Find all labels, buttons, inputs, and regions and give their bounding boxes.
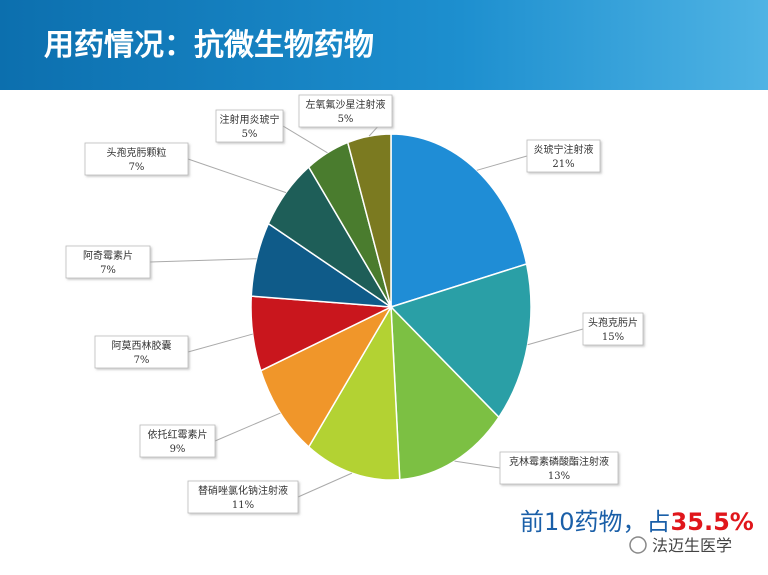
label-box [499,451,619,485]
header-band [0,0,768,90]
category-label: 注射用炎琥宁 [220,113,280,126]
label-box [526,139,601,173]
leader-line [187,158,287,194]
value-label: 15% [602,332,624,343]
category-label: 替硝唑氯化钠注射液 [198,484,288,497]
category-label: 依托红霉素片 [148,428,208,441]
leader-line [527,328,584,346]
source: 法迈生医学 [652,536,732,555]
label-box [65,245,151,279]
category-label: 克林霉素磷酸酯注射液 [509,455,609,468]
leader-line [187,333,253,353]
label-box [187,480,299,514]
category-label: 头孢克肟颗粒 [107,146,167,159]
pie-slice [389,263,532,419]
note-text: 前10药物，占 [520,508,671,536]
leader-line [297,472,353,498]
label-box [582,312,644,346]
value-label: 5% [338,114,354,125]
label-box [94,335,189,369]
label-box [215,109,284,143]
note: 前10药物，占35.5% [520,508,754,536]
label-box [84,142,189,176]
leader-line [454,460,501,469]
value-label: 7% [134,355,150,366]
label-box [298,94,393,128]
leader-line [149,258,257,263]
value-label: 7% [129,162,145,173]
logo-icon [629,536,647,554]
pie-slice [390,305,500,481]
pie-slice [259,305,393,449]
leader-line [214,412,281,442]
category-label: 头孢克肟片 [588,316,638,329]
value-label: 5% [242,129,258,140]
value-label: 13% [548,471,570,482]
leader-line [282,125,328,154]
category-label: 阿莫西林胶囊 [112,339,172,352]
pie-slice [307,304,401,481]
value-label: 11% [232,500,254,511]
pie-slice [390,133,528,309]
leader-line [476,155,528,171]
category-label: 炎琥宁注射液 [534,143,594,156]
value-label: 21% [552,159,574,170]
slide-title: 用药情况：抗微生物药物 [44,28,374,63]
value-label: 9% [170,444,186,455]
note-highlight: 35.5% [671,508,754,536]
value-label: 7% [100,265,116,276]
label-box [139,424,216,458]
pie: 炎琥宁注射液 21% 头孢克肟片 15% 克林霉素磷酸酯注射液 13% 替硝唑氯化钠注射液 1… [65,94,644,514]
pie-slice [346,133,392,308]
category-label: 左氧氟沙星注射液 [306,98,386,111]
category-label: 阿奇霉素片 [83,249,133,262]
